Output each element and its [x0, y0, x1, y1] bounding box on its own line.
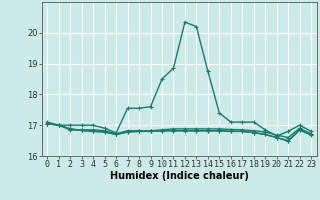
X-axis label: Humidex (Indice chaleur): Humidex (Indice chaleur): [110, 171, 249, 181]
